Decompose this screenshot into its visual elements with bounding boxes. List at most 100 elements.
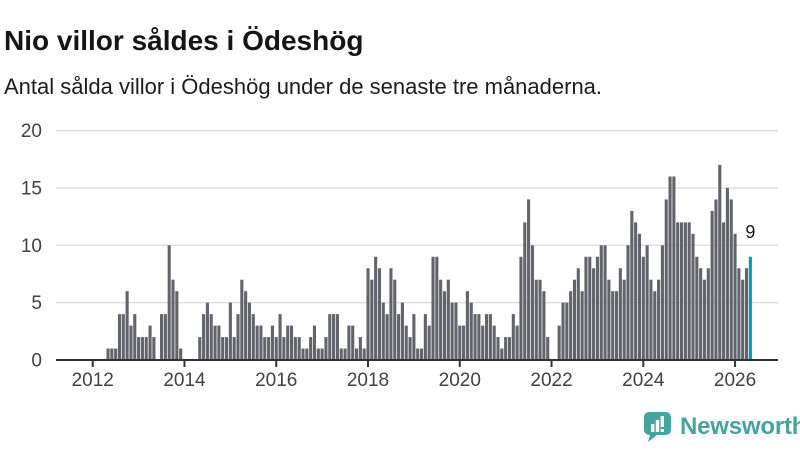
bar (702, 279, 707, 360)
bar (496, 337, 500, 360)
bar (408, 337, 412, 360)
bar (267, 337, 271, 360)
bar (354, 348, 359, 360)
bar (507, 337, 512, 360)
bar (244, 291, 248, 360)
bar (729, 199, 733, 360)
bar (144, 337, 148, 360)
bar (232, 337, 236, 360)
y-axis-tick-label: 15 (21, 178, 42, 199)
bar (343, 348, 347, 360)
bar (576, 268, 580, 360)
latest-value-label: 9 (745, 222, 755, 242)
bar (477, 314, 481, 360)
bar (572, 279, 577, 360)
bar (397, 314, 401, 360)
bar (282, 337, 286, 360)
bar (328, 314, 332, 360)
bar (198, 337, 202, 360)
bar (297, 337, 301, 360)
bar (312, 325, 317, 360)
bar (393, 279, 397, 360)
bar (458, 325, 462, 360)
bar (465, 291, 469, 360)
bar (699, 268, 703, 360)
bar (270, 325, 274, 360)
bar (423, 314, 427, 360)
bar (645, 245, 649, 360)
bar (561, 302, 565, 360)
bar (462, 325, 466, 360)
bar (664, 199, 668, 360)
x-axis-tick-label: 2024 (622, 370, 665, 391)
bar (676, 222, 680, 360)
y-axis-tick-label: 10 (21, 236, 42, 257)
bar (557, 325, 561, 360)
bar (630, 210, 634, 360)
x-axis-tick-label: 2026 (714, 370, 756, 391)
bar (247, 302, 252, 360)
bar (427, 325, 431, 360)
bar (435, 256, 439, 360)
bar (293, 337, 297, 360)
bar (595, 256, 599, 360)
bar (580, 291, 584, 360)
bar (515, 325, 519, 360)
bar (672, 176, 676, 360)
x-axis-tick-label: 2022 (530, 370, 572, 391)
bar (263, 337, 267, 360)
bar (213, 325, 217, 360)
bar (129, 325, 133, 360)
bar (687, 222, 691, 360)
bar (209, 314, 213, 360)
bar (679, 222, 684, 360)
bar (473, 314, 477, 360)
y-axis-tick-label: 5 (31, 293, 42, 314)
bar (527, 199, 531, 360)
bar (546, 337, 550, 360)
bar (691, 233, 695, 360)
bar (205, 302, 209, 360)
bar (412, 314, 416, 360)
x-axis-tick-label: 2018 (347, 370, 389, 391)
bar (236, 314, 240, 360)
bar (439, 279, 443, 360)
x-axis-tick-label: 2020 (439, 370, 481, 391)
bar (519, 256, 523, 360)
bar (588, 256, 592, 360)
y-axis-tick-label: 20 (21, 121, 42, 142)
bar (339, 348, 343, 360)
bar (404, 325, 408, 360)
newsworthy-logo-icon (644, 412, 671, 442)
bar (255, 325, 259, 360)
bar (653, 291, 657, 360)
bar (416, 348, 420, 360)
bar (419, 348, 424, 360)
bar (710, 210, 714, 360)
bar (725, 187, 729, 360)
newsworthy-logo: Newsworthy (642, 408, 800, 446)
bar (286, 325, 290, 360)
bar (737, 268, 741, 360)
x-axis-tick-label: 2012 (72, 370, 114, 391)
bar (332, 314, 336, 360)
bar (442, 291, 447, 360)
bar (309, 337, 313, 360)
bar (347, 325, 351, 360)
bar (614, 291, 619, 360)
bar (171, 279, 175, 360)
bar (504, 337, 508, 360)
bar (259, 325, 263, 360)
bar (301, 348, 305, 360)
bar (660, 245, 664, 360)
bar (381, 302, 385, 360)
bar (622, 279, 626, 360)
bar (179, 348, 183, 360)
bar (523, 222, 527, 360)
bar (511, 314, 515, 360)
bar (358, 337, 362, 360)
bar (278, 314, 282, 360)
bar (389, 268, 393, 360)
